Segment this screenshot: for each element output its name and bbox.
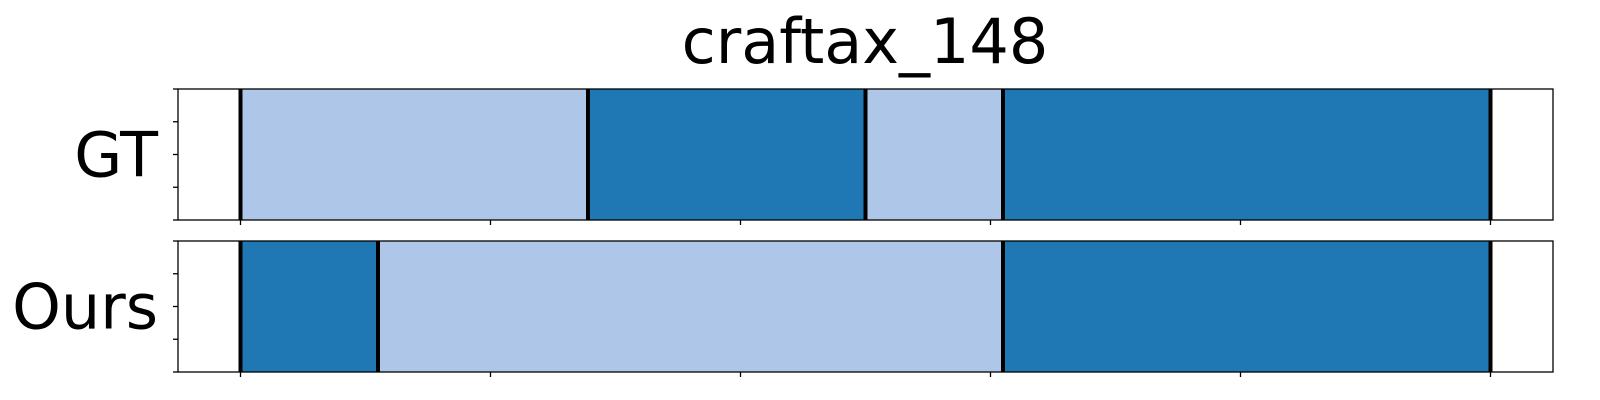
row-label: Ours bbox=[12, 271, 158, 344]
segment-bar bbox=[1003, 89, 1491, 220]
rows-layer: GT Ours bbox=[12, 88, 1554, 377]
segment-bar bbox=[378, 241, 1003, 372]
row-panel-ours: Ours bbox=[12, 240, 1554, 377]
segment-bar bbox=[1003, 241, 1491, 372]
row-label: GT bbox=[74, 119, 159, 192]
segment-bar bbox=[588, 89, 866, 220]
segment-bar bbox=[865, 89, 1003, 220]
segment-bar bbox=[240, 241, 378, 372]
row-panel-gt: GT bbox=[74, 88, 1554, 225]
chart-title: craftax_148 bbox=[682, 5, 1049, 78]
segment-bar bbox=[240, 89, 588, 220]
